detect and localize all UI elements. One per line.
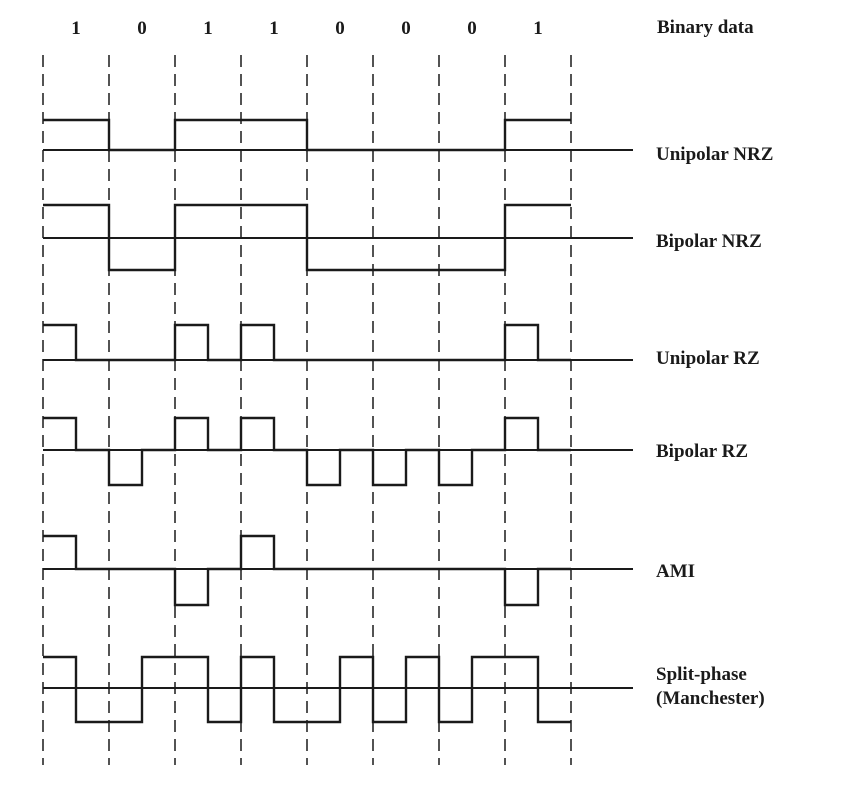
ami-label: AMI — [656, 561, 695, 582]
bit-label: 1 — [71, 18, 81, 39]
binary-data-row: 1 0 1 1 0 0 0 1 — [71, 18, 543, 39]
bit-label: 0 — [335, 18, 345, 39]
bit-label: 0 — [401, 18, 411, 39]
ami-waveform — [43, 534, 571, 607]
unipolar-nrz-label: Unipolar NRZ — [656, 144, 773, 165]
bipolar-rz-label: Bipolar RZ — [656, 441, 748, 462]
baselines — [43, 149, 633, 689]
binary-data-title: Binary data — [657, 17, 754, 38]
bit-label: 1 — [203, 18, 213, 39]
bit-label: 1 — [269, 18, 279, 39]
clock-boundary-lines — [42, 55, 572, 765]
unipolar-rz-waveform — [43, 323, 571, 362]
unipolar-rz-label: Unipolar RZ — [656, 348, 760, 369]
bipolar-nrz-waveform — [43, 203, 571, 272]
manchester-label: Split-phase — [656, 664, 747, 685]
row-labels: Unipolar NRZ Bipolar NRZ Unipolar RZ Bipola… — [656, 144, 773, 709]
waveforms — [43, 118, 571, 724]
manchester-label: (Manchester) — [656, 688, 765, 709]
manchester-waveform — [43, 655, 571, 724]
unipolar-nrz-waveform — [43, 118, 571, 152]
bipolar-nrz-label: Bipolar NRZ — [656, 231, 762, 252]
bit-label: 0 — [137, 18, 147, 39]
bit-label: 1 — [533, 18, 543, 39]
bit-label: 0 — [467, 18, 477, 39]
bipolar-rz-waveform — [43, 416, 571, 487]
